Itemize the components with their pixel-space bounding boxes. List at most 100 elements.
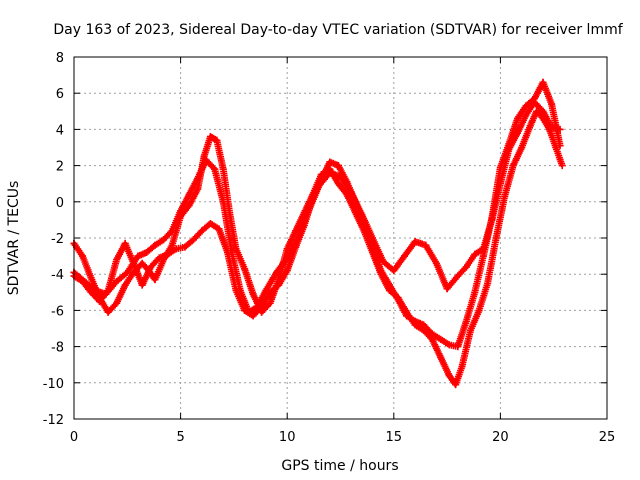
data-point — [241, 306, 249, 314]
x-tick-label: 25 — [599, 430, 616, 445]
data-point — [479, 252, 487, 260]
data-point — [249, 290, 257, 298]
data-point — [513, 115, 521, 123]
data-point — [458, 363, 466, 371]
data-point — [200, 153, 208, 161]
data-point — [266, 299, 274, 307]
x-tick-label: 10 — [279, 430, 296, 445]
y-tick-label: 2 — [56, 160, 64, 175]
data-point — [462, 263, 470, 271]
x-axis-label: GPS time / hours — [281, 458, 398, 474]
data-point — [518, 144, 526, 151]
data-point — [172, 245, 180, 253]
data-point — [79, 252, 87, 260]
data-point — [202, 156, 210, 164]
data-point — [283, 267, 291, 275]
data-point — [443, 285, 451, 293]
data-point — [142, 248, 150, 256]
data-point — [213, 136, 221, 144]
data-point — [471, 250, 479, 258]
data-point — [509, 162, 517, 170]
data-point — [422, 241, 430, 249]
data-point — [343, 178, 351, 186]
data-point — [134, 252, 142, 260]
data-point — [113, 299, 121, 307]
y-tick-label: -10 — [43, 377, 64, 392]
data-point — [224, 248, 232, 256]
data-point — [334, 162, 342, 170]
data-point — [168, 227, 176, 235]
data-point — [501, 192, 509, 200]
y-tick-label: 4 — [56, 123, 64, 138]
data-point — [411, 317, 419, 325]
data-point — [309, 194, 317, 202]
data-point — [113, 256, 121, 264]
data-point — [79, 277, 87, 285]
data-point — [219, 198, 227, 206]
data-point — [241, 265, 249, 273]
data-point — [123, 268, 131, 276]
series-trace — [70, 107, 565, 389]
data-point — [211, 165, 219, 173]
data-point — [138, 281, 146, 289]
data-point — [164, 250, 172, 258]
data-point — [368, 245, 376, 253]
data-point — [379, 258, 387, 266]
data-point — [130, 259, 138, 267]
data-point — [147, 263, 155, 271]
x-tick-label: 15 — [386, 430, 403, 445]
data-point — [390, 267, 398, 275]
data-point — [394, 296, 402, 304]
data-point — [326, 158, 334, 166]
data-point — [445, 372, 453, 380]
data-point — [121, 239, 129, 247]
data-point — [400, 252, 408, 260]
data-point — [531, 95, 539, 103]
data-point — [138, 259, 146, 267]
data-point — [386, 281, 394, 289]
data-point — [360, 218, 368, 226]
data-point — [113, 277, 121, 285]
data-point — [533, 107, 541, 115]
data-point — [317, 176, 325, 184]
y-tick-label: 8 — [56, 51, 64, 66]
data-point — [258, 303, 266, 311]
data-point — [492, 234, 500, 242]
data-point — [462, 317, 470, 325]
data-point — [206, 133, 214, 141]
series-trace — [70, 78, 564, 351]
data-points — [70, 78, 566, 389]
data-point — [189, 236, 197, 244]
data-point — [437, 353, 445, 361]
data-point — [437, 335, 445, 343]
data-point — [185, 191, 193, 199]
data-point — [548, 100, 556, 108]
data-point — [351, 198, 359, 206]
data-point — [249, 312, 257, 320]
data-point — [334, 180, 342, 188]
data-point — [206, 220, 214, 228]
data-point — [151, 241, 159, 249]
data-point — [198, 227, 206, 235]
data-point — [275, 281, 283, 289]
data-point — [104, 286, 112, 294]
data-point — [420, 321, 428, 329]
data-point — [160, 236, 168, 244]
data-point — [526, 122, 534, 130]
data-point — [87, 288, 95, 296]
data-point — [505, 140, 513, 148]
data-point — [475, 306, 483, 314]
data-point — [377, 267, 385, 275]
data-point — [484, 279, 492, 287]
data-point — [181, 243, 189, 251]
data-point — [539, 78, 547, 86]
data-point — [428, 330, 436, 338]
data-point — [411, 238, 419, 246]
data-point — [292, 243, 300, 251]
y-tick-label: -4 — [51, 268, 64, 283]
data-point — [283, 254, 291, 262]
data-point — [467, 326, 475, 334]
data-point — [151, 276, 159, 284]
data-point — [232, 286, 240, 294]
